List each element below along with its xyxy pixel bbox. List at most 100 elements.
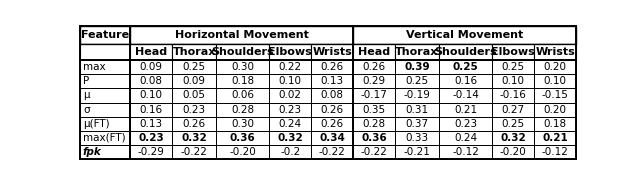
Bar: [80, 88, 131, 102]
Bar: [312, 44, 353, 60]
Bar: [131, 145, 172, 159]
Text: 0.18: 0.18: [543, 119, 566, 129]
Bar: [439, 88, 492, 102]
Bar: [216, 44, 269, 60]
Bar: [492, 74, 534, 88]
Bar: [216, 88, 269, 102]
Text: 0.16: 0.16: [140, 105, 163, 115]
Text: Elbows: Elbows: [491, 47, 535, 57]
Text: μ: μ: [83, 90, 90, 100]
Bar: [269, 117, 312, 131]
Text: max: max: [83, 62, 106, 72]
Text: -0.22: -0.22: [181, 147, 208, 157]
Bar: [534, 44, 576, 60]
Text: μ(FT): μ(FT): [83, 119, 109, 129]
Text: 0.26: 0.26: [321, 119, 344, 129]
Bar: [312, 60, 353, 74]
Bar: [534, 60, 576, 74]
Text: 0.13: 0.13: [321, 76, 344, 86]
Bar: [216, 131, 269, 145]
Text: 0.10: 0.10: [140, 90, 163, 100]
Bar: [353, 145, 395, 159]
Text: -0.22: -0.22: [361, 147, 388, 157]
Text: 0.20: 0.20: [543, 62, 566, 72]
Bar: [172, 145, 216, 159]
Text: 0.31: 0.31: [406, 105, 429, 115]
Bar: [353, 131, 395, 145]
Text: 0.10: 0.10: [502, 76, 525, 86]
Text: 0.32: 0.32: [500, 133, 526, 143]
Text: 0.10: 0.10: [278, 76, 301, 86]
Bar: [439, 117, 492, 131]
Bar: [395, 74, 439, 88]
Bar: [269, 88, 312, 102]
Text: 0.25: 0.25: [406, 76, 429, 86]
Bar: [492, 44, 534, 60]
Bar: [172, 131, 216, 145]
Text: -0.15: -0.15: [541, 90, 568, 100]
Bar: [395, 145, 439, 159]
Text: Head: Head: [358, 47, 390, 57]
Bar: [216, 102, 269, 117]
Bar: [80, 102, 131, 117]
Bar: [395, 88, 439, 102]
Text: 0.20: 0.20: [543, 105, 566, 115]
Bar: [80, 74, 131, 88]
Bar: [353, 26, 576, 44]
Bar: [131, 131, 172, 145]
Bar: [80, 145, 131, 159]
Bar: [131, 26, 353, 44]
Bar: [492, 88, 534, 102]
Bar: [312, 88, 353, 102]
Text: max(FT): max(FT): [83, 133, 125, 143]
Bar: [172, 102, 216, 117]
Text: -0.22: -0.22: [319, 147, 346, 157]
Text: -0.12: -0.12: [452, 147, 479, 157]
Bar: [492, 102, 534, 117]
Text: 0.05: 0.05: [183, 90, 206, 100]
Text: 0.28: 0.28: [231, 105, 254, 115]
Text: Feature: Feature: [81, 30, 129, 40]
Bar: [269, 60, 312, 74]
Bar: [534, 88, 576, 102]
Bar: [439, 102, 492, 117]
Text: Elbows: Elbows: [268, 47, 312, 57]
Bar: [131, 102, 172, 117]
Text: 0.16: 0.16: [454, 76, 477, 86]
Bar: [131, 88, 172, 102]
Text: Shoulders: Shoulders: [211, 47, 274, 57]
Text: -0.12: -0.12: [541, 147, 568, 157]
Bar: [312, 102, 353, 117]
Text: 0.18: 0.18: [231, 76, 254, 86]
Text: 0.25: 0.25: [501, 62, 525, 72]
Bar: [353, 44, 395, 60]
Bar: [492, 131, 534, 145]
Text: 0.36: 0.36: [361, 133, 387, 143]
Text: P: P: [83, 76, 89, 86]
Text: 0.10: 0.10: [543, 76, 566, 86]
Bar: [312, 117, 353, 131]
Text: 0.24: 0.24: [454, 133, 477, 143]
Bar: [534, 131, 576, 145]
Bar: [439, 74, 492, 88]
Bar: [80, 60, 131, 74]
Text: -0.21: -0.21: [404, 147, 431, 157]
Bar: [216, 74, 269, 88]
Bar: [353, 74, 395, 88]
Bar: [172, 88, 216, 102]
Bar: [439, 131, 492, 145]
Text: 0.09: 0.09: [183, 76, 206, 86]
Bar: [395, 131, 439, 145]
Bar: [172, 60, 216, 74]
Text: -0.2: -0.2: [280, 147, 300, 157]
Text: 0.21: 0.21: [454, 105, 477, 115]
Bar: [80, 26, 131, 44]
Bar: [439, 145, 492, 159]
Bar: [353, 60, 395, 74]
Text: Vertical Movement: Vertical Movement: [406, 30, 524, 40]
Text: Thorax: Thorax: [396, 47, 439, 57]
Bar: [395, 102, 439, 117]
Text: -0.29: -0.29: [138, 147, 164, 157]
Bar: [395, 44, 439, 60]
Bar: [216, 145, 269, 159]
